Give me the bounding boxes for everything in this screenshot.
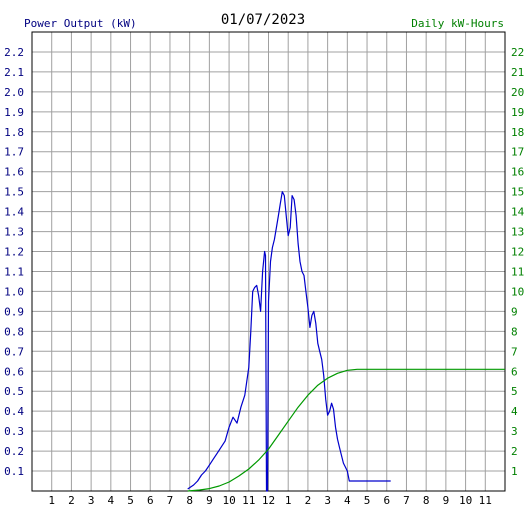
right-tick-label: 12 [511, 246, 524, 259]
left-tick-label: 1.0 [4, 285, 24, 298]
right-tick-label: 15 [511, 186, 524, 199]
x-tick-label: 7 [167, 494, 174, 507]
x-tick-label: 4 [344, 494, 351, 507]
right-tick-label: 18 [511, 126, 524, 139]
power-output-line [187, 191, 391, 492]
x-tick-label: 11 [242, 494, 255, 507]
x-tick-label: 8 [423, 494, 430, 507]
x-tick-label: 6 [147, 494, 154, 507]
right-tick-label: 1 [511, 465, 518, 478]
x-tick-label: 4 [108, 494, 115, 507]
left-tick-label: 0.6 [4, 365, 24, 378]
x-tick-label: 8 [186, 494, 193, 507]
left-tick-label: 0.5 [4, 385, 24, 398]
right-tick-label: 20 [511, 86, 524, 99]
right-tick-label: 5 [511, 385, 518, 398]
grid-lines [32, 32, 505, 491]
left-tick-label: 0.8 [4, 325, 24, 338]
right-tick-label: 9 [511, 305, 518, 318]
left-axis-label: Power Output (kW) [24, 17, 137, 30]
left-tick-label: 1.4 [4, 206, 24, 219]
left-tick-label: 0.3 [4, 425, 24, 438]
right-axis-label: Daily kW-Hours [411, 17, 504, 30]
left-tick-label: 0.9 [4, 305, 24, 318]
left-tick-label: 1.5 [4, 186, 24, 199]
chart-title: 01/07/2023 [221, 12, 305, 28]
right-tick-label: 19 [511, 106, 524, 119]
left-tick-label: 1.7 [4, 146, 24, 159]
x-tick-label: 3 [88, 494, 95, 507]
daily-kwh-line [187, 368, 505, 492]
x-tick-label: 9 [443, 494, 450, 507]
left-tick-label: 2.1 [4, 66, 24, 79]
plot-frame [31, 31, 506, 492]
series-lines [187, 191, 505, 492]
right-tick-label: 11 [511, 265, 524, 278]
right-tick-label: 7 [511, 345, 518, 358]
left-tick-label: 1.2 [4, 246, 24, 259]
right-tick-label: 16 [511, 166, 524, 179]
x-tick-label: 11 [479, 494, 492, 507]
left-tick-label: 1.6 [4, 166, 24, 179]
right-tick-label: 8 [511, 325, 518, 338]
right-tick-label: 4 [511, 405, 518, 418]
right-tick-label: 17 [511, 146, 524, 159]
x-tick-label: 12 [262, 494, 275, 507]
left-tick-label: 2.0 [4, 86, 24, 99]
left-tick-label: 0.2 [4, 445, 24, 458]
tick-labels: 1 2 3 4 5 6 7 8 9 10 11 12 1 2 3 4 5 6 7 8 9 10 110.10.20.30.4… [4, 46, 524, 507]
right-tick-label: 22 [511, 46, 524, 59]
left-tick-label: 0.1 [4, 465, 24, 478]
right-tick-label: 10 [511, 285, 524, 298]
left-tick-label: 1.8 [4, 126, 24, 139]
x-tick-label: 6 [383, 494, 390, 507]
right-tick-label: 13 [511, 226, 524, 239]
left-tick-label: 0.7 [4, 345, 24, 358]
x-tick-label: 10 [459, 494, 472, 507]
left-tick-label: 1.9 [4, 106, 24, 119]
right-tick-label: 14 [511, 206, 525, 219]
right-tick-label: 6 [511, 365, 518, 378]
x-tick-label: 1 [285, 494, 292, 507]
x-tick-label: 2 [68, 494, 75, 507]
x-tick-label: 9 [206, 494, 213, 507]
right-tick-label: 2 [511, 445, 518, 458]
x-tick-label: 10 [222, 494, 235, 507]
left-tick-label: 1.3 [4, 226, 24, 239]
right-tick-label: 21 [511, 66, 524, 79]
x-tick-label: 2 [305, 494, 312, 507]
left-tick-label: 2.2 [4, 46, 24, 59]
x-tick-label: 5 [364, 494, 371, 507]
x-tick-label: 7 [403, 494, 410, 507]
left-tick-label: 1.1 [4, 265, 24, 278]
x-tick-label: 5 [127, 494, 134, 507]
left-tick-label: 0.4 [4, 405, 24, 418]
x-tick-label: 3 [324, 494, 331, 507]
x-tick-label: 1 [48, 494, 55, 507]
right-tick-label: 3 [511, 425, 518, 438]
